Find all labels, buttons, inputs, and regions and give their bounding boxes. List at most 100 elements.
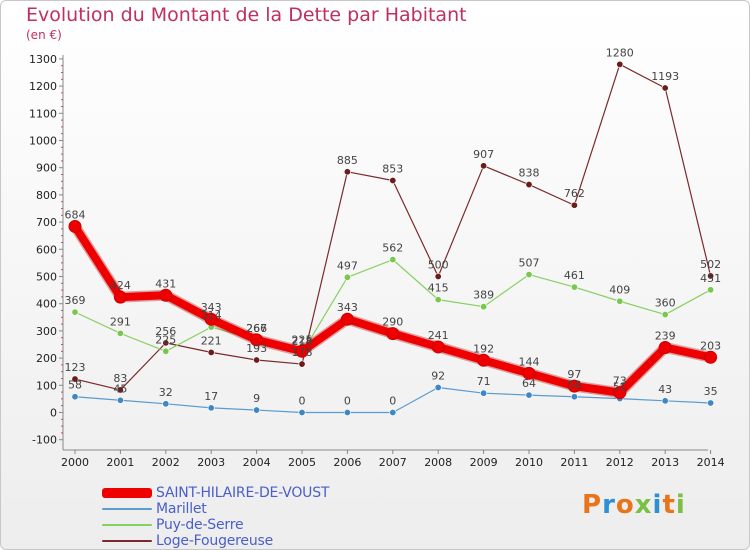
- data-point: [477, 353, 491, 367]
- data-point: [704, 350, 718, 364]
- data-label: 853: [382, 162, 403, 175]
- data-point: [661, 84, 669, 92]
- data-label: 500: [428, 259, 449, 272]
- x-tick-label: 2013: [651, 456, 679, 469]
- data-point: [250, 333, 264, 347]
- data-label: 415: [428, 282, 449, 295]
- data-point: [616, 297, 624, 305]
- data-label: 290: [382, 316, 403, 329]
- data-label: 1193: [651, 70, 679, 83]
- data-label: 885: [337, 154, 358, 167]
- x-tick-label: 2010: [515, 456, 543, 469]
- data-label: 343: [337, 301, 358, 314]
- legend-item: SAINT-HILAIRE-DE-VOUST: [102, 485, 329, 501]
- data-point: [389, 256, 397, 264]
- logo-letter: i: [652, 490, 663, 520]
- legend-swatch: [102, 508, 152, 510]
- data-point: [616, 60, 624, 68]
- x-tick-label: 2012: [606, 456, 634, 469]
- y-tick-label: 400: [36, 298, 57, 311]
- data-label: 507: [519, 257, 540, 270]
- data-point: [298, 360, 306, 368]
- logo-letter: r: [602, 490, 616, 520]
- x-tick-label: 2007: [379, 456, 407, 469]
- data-point: [431, 340, 445, 354]
- data-label: 497: [337, 259, 358, 272]
- y-tick-label: 700: [36, 216, 57, 229]
- data-label: 0: [344, 395, 351, 408]
- y-tick-label: 100: [36, 379, 57, 392]
- legend-label: Loge-Fougereuse: [156, 533, 274, 549]
- data-point: [707, 272, 715, 280]
- data-label: 221: [201, 334, 222, 347]
- data-label: 51: [613, 381, 627, 394]
- y-tick-label: 1000: [29, 135, 57, 148]
- data-point: [570, 201, 578, 209]
- data-label: 192: [473, 342, 494, 355]
- data-label: 239: [655, 329, 676, 342]
- data-label: 0: [389, 395, 396, 408]
- data-point: [207, 404, 215, 412]
- data-label: 71: [477, 375, 491, 388]
- data-point: [340, 312, 354, 326]
- data-label: 178: [292, 346, 313, 359]
- logo-letter: P: [582, 490, 603, 520]
- data-label: 123: [65, 361, 86, 374]
- data-point: [522, 366, 536, 380]
- y-tick-label: -100: [32, 434, 57, 447]
- data-point: [389, 408, 397, 416]
- x-tick-label: 2011: [560, 456, 588, 469]
- data-label: 218: [292, 335, 313, 348]
- x-tick-label: 2004: [243, 456, 271, 469]
- y-tick-label: 1300: [29, 53, 57, 66]
- data-point: [71, 375, 79, 383]
- data-point: [253, 356, 261, 364]
- data-point: [480, 303, 488, 311]
- data-point: [343, 408, 351, 416]
- data-label: 409: [609, 283, 630, 296]
- x-tick-label: 2008: [424, 456, 452, 469]
- y-tick-label: 1200: [29, 80, 57, 93]
- data-label: 97: [567, 368, 581, 381]
- data-point: [434, 272, 442, 280]
- y-tick-label: 900: [36, 162, 57, 175]
- legend-label: SAINT-HILAIRE-DE-VOUST: [156, 485, 330, 501]
- y-tick-label: 300: [36, 325, 57, 338]
- data-label: 58: [567, 379, 581, 392]
- series-saint-hilaire-de-voust: [68, 219, 718, 400]
- data-point: [386, 327, 400, 341]
- data-label: 461: [564, 269, 585, 282]
- data-point: [71, 393, 79, 401]
- data-point: [162, 339, 170, 347]
- data-label: 1280: [606, 46, 634, 59]
- data-label: 266: [246, 322, 267, 335]
- data-point: [343, 273, 351, 281]
- series-loge-fougereuse: [71, 60, 715, 394]
- data-point: [525, 391, 533, 399]
- data-point: [207, 348, 215, 356]
- logo-letter: o: [615, 490, 635, 520]
- data-label: 907: [473, 148, 494, 161]
- data-point: [295, 344, 309, 358]
- x-tick-label: 2001: [106, 456, 134, 469]
- data-label: 225: [292, 333, 313, 346]
- data-point: [434, 383, 442, 391]
- data-label: 83: [113, 372, 127, 385]
- data-point: [298, 408, 306, 416]
- data-label: 203: [700, 339, 721, 352]
- data-label: 267: [246, 322, 267, 335]
- data-point: [159, 288, 173, 302]
- x-tick-label: 2005: [288, 456, 316, 469]
- data-label: 193: [246, 342, 267, 355]
- data-point: [204, 312, 218, 326]
- data-point: [253, 406, 261, 414]
- data-label: 684: [65, 208, 86, 221]
- data-label: 256: [155, 325, 176, 338]
- data-point: [570, 393, 578, 401]
- legend-item: Loge-Fougereuse: [102, 533, 273, 549]
- legend-label: Puy-de-Serre: [156, 517, 244, 533]
- series-marillet: [71, 383, 715, 416]
- data-point: [525, 181, 533, 189]
- data-label: 451: [700, 272, 721, 285]
